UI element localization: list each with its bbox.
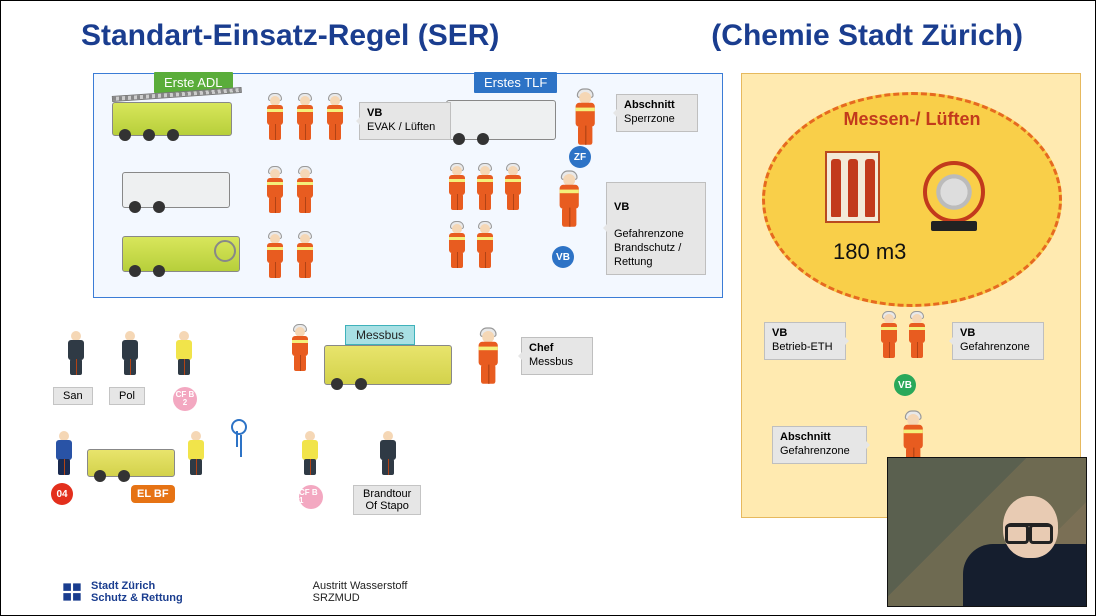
footer-source: Austritt Wasserstoff SRZMUD <box>313 580 408 604</box>
callout-vb-evak: VB EVAK / Lüften <box>359 102 451 140</box>
vehicle-adl <box>112 102 232 136</box>
vehicle-tlf <box>446 100 556 140</box>
badge-vb-green: VB <box>894 374 916 396</box>
leader-icon <box>572 92 598 147</box>
person-san <box>65 331 87 377</box>
firefighter-icon <box>264 96 286 142</box>
callout-text: Betrieb-ETH <box>772 341 833 353</box>
badge-cf-b2: CF B 2 <box>173 387 197 411</box>
volume-text: 180 m3 <box>833 239 906 265</box>
badge-vb: VB <box>552 246 574 268</box>
person-elbf <box>185 431 207 477</box>
firefighter-icon <box>294 169 316 215</box>
firefighter-icon <box>289 327 311 373</box>
footer-line2: SRZMUD <box>313 592 408 604</box>
footer-brand1: Stadt Zürich <box>91 580 183 592</box>
firefighter-icon <box>294 234 316 280</box>
person-04 <box>53 431 75 477</box>
footer-line1: Austritt Wasserstoff <box>313 580 408 592</box>
presenter-webcam <box>887 457 1087 607</box>
footer-brand2: Schutz & Rettung <box>91 592 183 604</box>
badge-zf: ZF <box>569 146 591 168</box>
callout-text: Sperrzone <box>624 113 675 125</box>
key-icon <box>227 419 247 449</box>
callout-abschnitt-gefahrenzone: Abschnitt Gefahrenzone <box>772 426 867 464</box>
firefighter-icon <box>474 166 496 212</box>
footer-brand: Stadt Zürich Schutz & Rettung <box>91 580 183 604</box>
firefighter-icon <box>446 224 468 270</box>
oval-title: Messen-/ Lüften <box>765 109 1059 130</box>
firefighter-icon <box>264 169 286 215</box>
person-cfb1 <box>299 431 321 477</box>
hose-reel-icon <box>214 240 236 262</box>
title-right: (Chemie Stadt Zürich) <box>711 19 1023 53</box>
vehicle-elbf-car <box>87 449 175 477</box>
firefighter-icon <box>474 224 496 270</box>
callout-vb-betrieb: VB Betrieb-ETH <box>764 322 846 360</box>
badge-el-bf: EL BF <box>131 485 175 503</box>
person-cfb2 <box>173 331 195 377</box>
callout-title: VB <box>367 107 382 119</box>
callout-text: Gefahrenzone <box>780 445 850 457</box>
leader-icon <box>556 174 582 229</box>
vehicle-messbus <box>324 345 452 385</box>
gas-rack-icon <box>825 151 880 223</box>
firefighter-icon <box>446 166 468 212</box>
badge-cf-b1: CF B 1 <box>299 485 323 509</box>
label-brandtour: Brandtour Of Stapo <box>353 485 421 515</box>
callout-title: VB <box>614 201 629 213</box>
title-row: Standart-Einsatz-Regel (SER) (Chemie Sta… <box>1 19 1095 53</box>
callout-title: Abschnitt <box>624 99 675 111</box>
title-left: Standart-Einsatz-Regel (SER) <box>81 19 499 53</box>
person-chef-messbus <box>475 331 501 386</box>
vehicle-van <box>122 172 230 208</box>
oval-zone: Messen-/ Lüften 180 m3 <box>762 92 1062 307</box>
person-brandtour <box>377 431 399 477</box>
firefighter-icon <box>324 96 346 142</box>
firefighter-icon <box>878 314 900 360</box>
firefighter-icon <box>264 234 286 280</box>
callout-text: Gefahrenzone <box>960 341 1030 353</box>
callout-text: EVAK / Lüften <box>367 121 435 133</box>
callout-text: Gefahrenzone Brandschutz / Rettung <box>614 228 684 268</box>
callout-title: Chef <box>529 342 553 354</box>
callout-text: Messbus <box>529 356 573 368</box>
callout-title: Abschnitt <box>780 431 831 443</box>
firefighter-icon <box>502 166 524 212</box>
callout-title: VB <box>960 327 975 339</box>
person-pol <box>119 331 141 377</box>
callout-title: VB <box>772 327 787 339</box>
callout-vb-gefahrenzone-right: VB Gefahrenzone <box>952 322 1044 360</box>
tag-erstes-tlf: Erstes TLF <box>474 72 557 93</box>
tag-messbus: Messbus <box>345 325 415 345</box>
messen-lueften-panel: Messen-/ Lüften 180 m3 VB Betrieb-ETH VB… <box>741 73 1081 518</box>
callout-vb-gefahrenzone: VB Gefahrenzone Brandschutz / Rettung <box>606 182 706 275</box>
label-pol: Pol <box>109 387 145 405</box>
units-panel: Erste ADL Erstes TLF ZF VB VB EVAK / Lüf… <box>93 73 723 298</box>
callout-abschnitt-sperrzone: Abschnitt Sperrzone <box>616 94 698 132</box>
fan-icon <box>923 161 985 223</box>
badge-04: 04 <box>51 483 73 505</box>
callout-chef-messbus: Chef Messbus <box>521 337 593 375</box>
label-san: San <box>53 387 93 405</box>
firefighter-icon <box>906 314 928 360</box>
zurich-logo-icon <box>59 579 85 605</box>
firefighter-icon <box>294 96 316 142</box>
